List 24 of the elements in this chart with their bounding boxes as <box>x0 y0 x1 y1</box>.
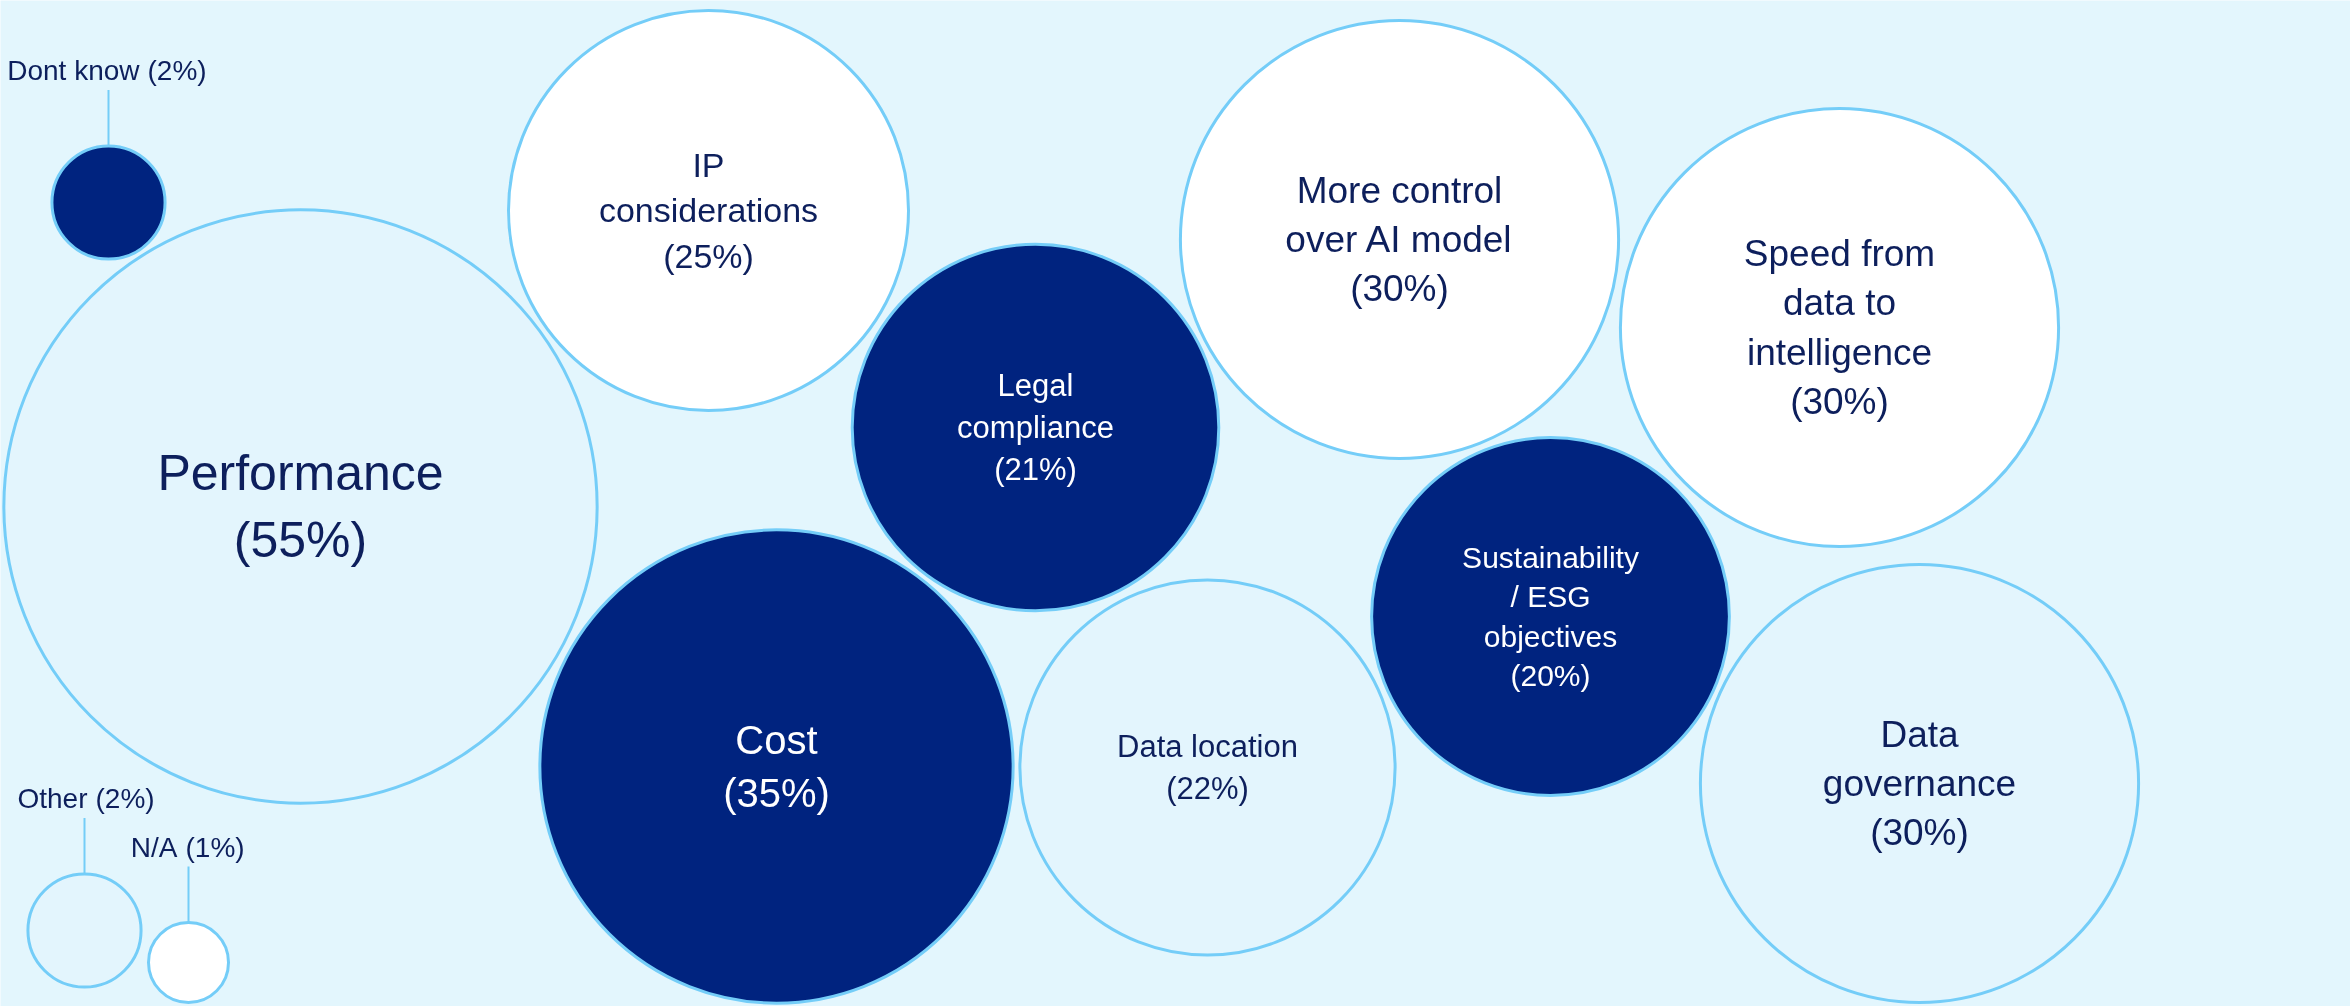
data-label: (21%) <box>994 452 1077 487</box>
data-label: (30%) <box>1790 380 1889 422</box>
category-label: IP considerations <box>598 145 819 230</box>
category-label: Data location <box>1117 729 1298 764</box>
category-label: Data governance <box>1822 713 2017 804</box>
data-label: (20%) <box>1510 659 1591 693</box>
data-label: (30%) <box>1350 268 1449 310</box>
data-label: (55%) <box>233 512 368 569</box>
category-label: Cost <box>735 718 818 763</box>
data-label: (25%) <box>663 237 754 276</box>
category-label: Other <box>17 782 88 814</box>
category-label: Sustainability/ ESG objectives <box>1462 540 1639 653</box>
data-label: (2%) <box>95 782 155 814</box>
category-label: Speed from data to intelligence <box>1743 233 1936 373</box>
category-label: More control over AI model <box>1285 169 1512 260</box>
category-label: Legal compliance <box>957 368 1114 445</box>
data-label: (35%) <box>723 770 830 815</box>
data-label: (22%) <box>1166 771 1249 806</box>
data-label: (1%) <box>185 831 245 863</box>
category-label: N/A <box>130 831 178 863</box>
data-label: (2%) <box>147 54 207 86</box>
category-label: Performance <box>157 444 444 501</box>
category-label: Dont know <box>7 54 141 86</box>
data-label: (30%) <box>1870 812 1969 854</box>
